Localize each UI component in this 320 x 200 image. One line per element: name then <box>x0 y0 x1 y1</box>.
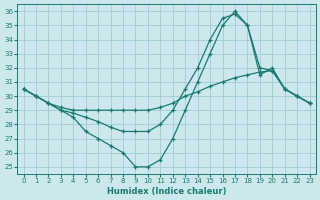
X-axis label: Humidex (Indice chaleur): Humidex (Indice chaleur) <box>107 187 226 196</box>
